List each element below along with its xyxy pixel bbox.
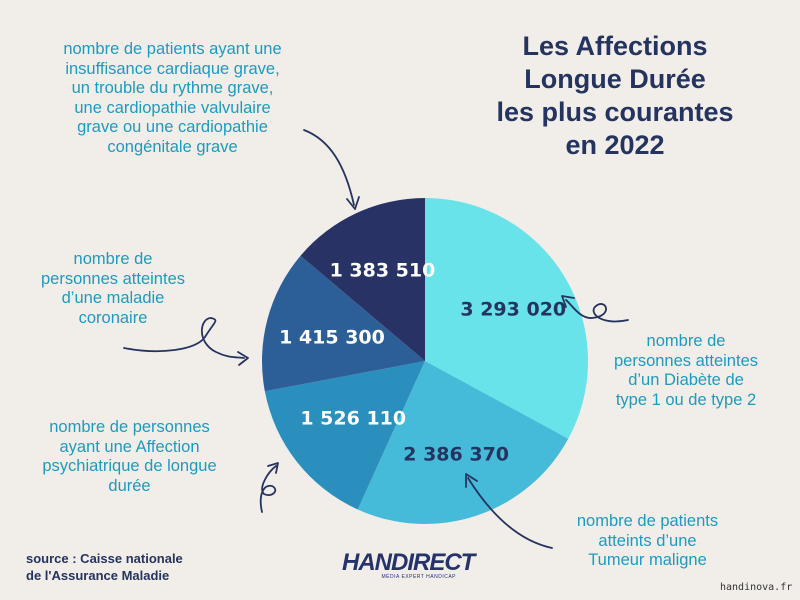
label-line: nombre de bbox=[73, 250, 153, 268]
label-diabete: nombre de personnes atteintes d’un Diabè… bbox=[596, 332, 776, 410]
label-line: nombre de bbox=[646, 332, 726, 350]
label-line: nombre de patients bbox=[576, 512, 719, 530]
label-line: une cardiopathie valvulaire bbox=[74, 98, 271, 117]
title-line: Longue Durée bbox=[524, 64, 706, 94]
slice-value-label: 1 526 110 bbox=[300, 407, 406, 429]
arrowhead-icon bbox=[561, 295, 575, 308]
label-line: type 1 ou de type 2 bbox=[615, 390, 757, 409]
arrow-cardiaque bbox=[303, 129, 355, 206]
title-line: les plus courantes bbox=[496, 97, 734, 127]
arrow-diabete bbox=[565, 299, 629, 323]
label-line: nombre de patients ayant une bbox=[63, 40, 282, 58]
label-tumeur: nombre de patients atteints d’une Tumeur… bbox=[555, 512, 740, 571]
pie-slice bbox=[264, 361, 425, 510]
title-line: Les Affections bbox=[522, 31, 708, 61]
label-line: d’une maladie bbox=[61, 289, 165, 307]
label-line: grave ou une cardiopathie bbox=[77, 118, 268, 136]
slice-value-label: 1 383 510 bbox=[330, 259, 436, 281]
watermark: handinova.fr bbox=[720, 582, 793, 593]
label-cardiaque: nombre de patients ayant une insuffisanc… bbox=[20, 40, 325, 157]
label-line: psychiatrique de longue bbox=[42, 457, 217, 475]
slice-value-label: 3 293 020 bbox=[460, 298, 566, 320]
pie-slice bbox=[425, 198, 588, 439]
source-line: de l'Assurance Maladie bbox=[26, 568, 170, 583]
chart-title: Les Affections Longue Durée les plus cou… bbox=[450, 30, 780, 162]
arrowhead-icon bbox=[237, 351, 249, 366]
label-line: Tumeur maligne bbox=[588, 551, 707, 569]
arrowhead-icon bbox=[267, 462, 279, 474]
label-line: nombre de personnes bbox=[49, 418, 210, 436]
label-psychiatrique: nombre de personnes ayant une Affection … bbox=[22, 418, 237, 496]
logo-tagline: MÉDIA EXPERT HANDICAP bbox=[381, 574, 456, 580]
arrow-tumeur bbox=[467, 477, 553, 549]
arrow-coronaire bbox=[123, 317, 245, 359]
pie-slice bbox=[357, 361, 569, 524]
label-line: un trouble du rythme grave, bbox=[71, 79, 274, 97]
title-line: en 2022 bbox=[565, 130, 665, 160]
label-line: coronaire bbox=[78, 308, 148, 327]
slice-value-label: 1 415 300 bbox=[279, 327, 385, 349]
source-note: source : Caisse nationale de l'Assurance… bbox=[26, 550, 183, 584]
pie-slice bbox=[262, 255, 425, 392]
source-line: source : Caisse nationale bbox=[26, 551, 183, 566]
arrowhead-icon bbox=[465, 473, 478, 488]
label-line: insuffisance cardiaque grave, bbox=[65, 59, 280, 78]
arrow-psychiatrique bbox=[259, 465, 277, 513]
label-line: personnes atteintes bbox=[613, 351, 758, 370]
pie-slice bbox=[300, 198, 425, 361]
handirect-logo: HANDIRECT MÉDIA EXPERT HANDICAP bbox=[342, 549, 475, 585]
label-line: ayant une Affection bbox=[59, 437, 200, 456]
arrowhead-icon bbox=[346, 196, 360, 210]
slice-value-label: 2 386 370 bbox=[403, 444, 509, 466]
label-line: d’un Diabète de bbox=[628, 371, 744, 389]
label-line: personnes atteintes bbox=[40, 269, 185, 288]
label-line: durée bbox=[108, 476, 151, 495]
label-line: atteints d’une bbox=[598, 531, 697, 550]
logo-text: HANDIRECT bbox=[342, 549, 475, 576]
label-coronaire: nombre de personnes atteintes d’une mala… bbox=[18, 250, 208, 328]
label-line: congénitale grave bbox=[107, 137, 238, 156]
